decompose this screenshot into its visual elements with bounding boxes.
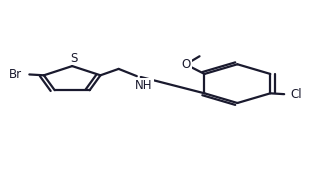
- Text: O: O: [182, 58, 191, 71]
- Text: S: S: [70, 52, 78, 65]
- Text: Cl: Cl: [290, 88, 302, 101]
- Text: Br: Br: [9, 68, 22, 81]
- Text: NH: NH: [135, 79, 153, 92]
